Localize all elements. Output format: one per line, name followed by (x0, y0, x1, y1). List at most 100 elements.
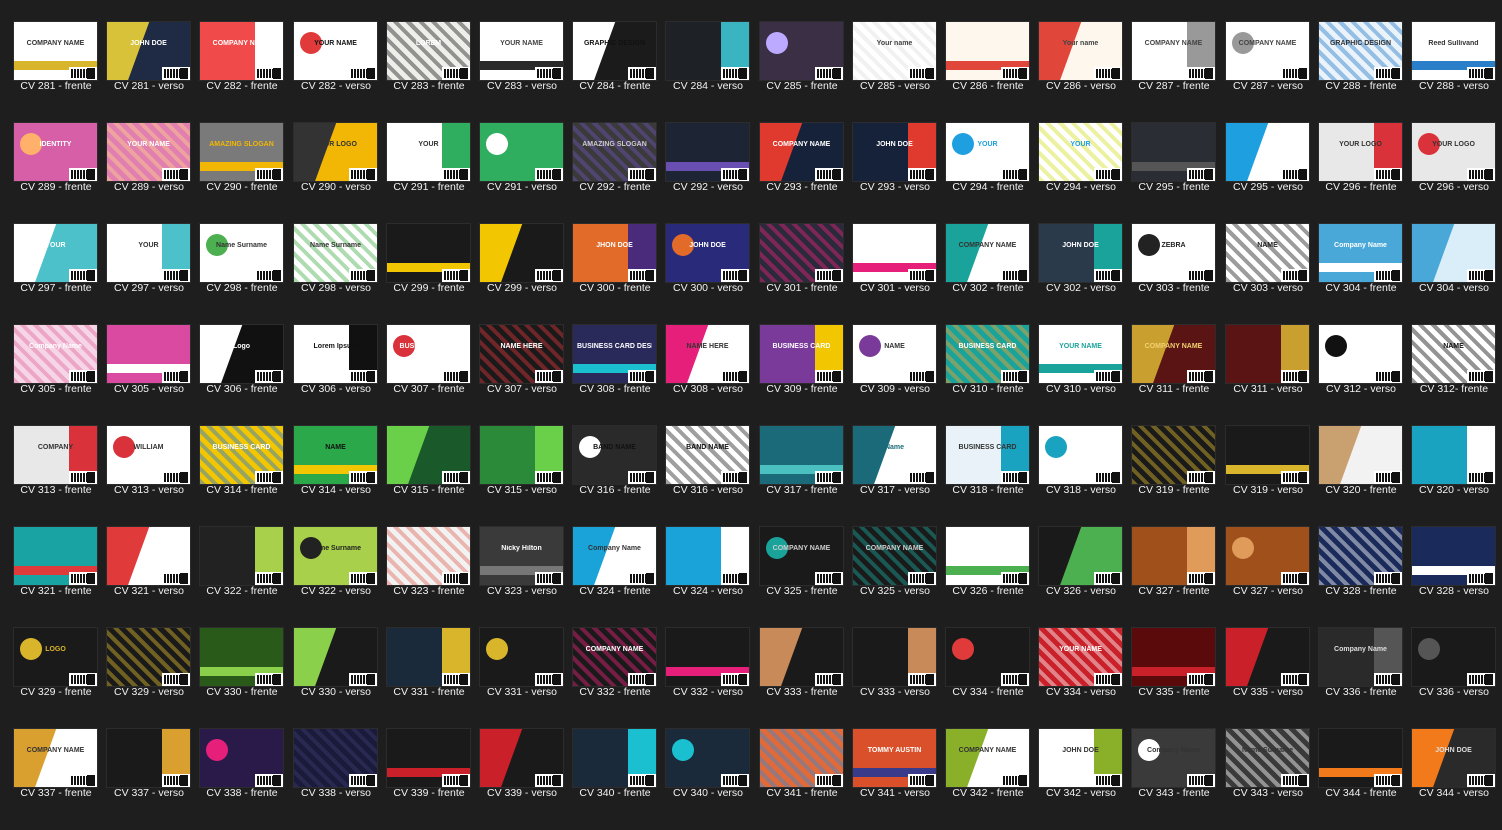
thumbnail-item[interactable]: Your name CV 286 - verso (1039, 22, 1132, 123)
thumbnail-item[interactable]: YOUR CV 291 - frente (387, 123, 480, 224)
thumbnail-item[interactable]: CV 341 - frente (760, 729, 853, 830)
thumbnail-item[interactable]: YOUR NAME CV 282 - verso (294, 22, 387, 123)
thumbnail-item[interactable]: CV 311 - verso (1226, 325, 1319, 426)
thumbnail-item[interactable]: LOGO CV 329 - frente (14, 628, 107, 729)
thumbnail-item[interactable]: CV 320 - verso (1412, 426, 1502, 527)
thumbnail-item[interactable]: CV 295 - frente (1132, 123, 1225, 224)
thumbnail-item[interactable]: CV 327 - verso (1226, 527, 1319, 628)
thumbnail-item[interactable]: Lorem Ipsum CV 306 - verso (294, 325, 387, 426)
thumbnail-item[interactable]: CV 330 - verso (294, 628, 387, 729)
thumbnail-item[interactable]: Name Surname CV 298 - frente (200, 224, 293, 325)
thumbnail-item[interactable]: COMPANY NAME CV 302 - frente (946, 224, 1039, 325)
thumbnail-item[interactable]: COMPANY NAME CV 293 - frente (760, 123, 853, 224)
thumbnail-item[interactable]: JHON DOE CV 300 - frente (573, 224, 666, 325)
thumbnail-item[interactable]: CV 332 - verso (666, 628, 759, 729)
thumbnail-item[interactable]: YOUR LOGO CV 290 - verso (294, 123, 387, 224)
thumbnail-item[interactable]: NAME CV 312- frente (1412, 325, 1502, 426)
thumbnail-item[interactable]: COMPANY NAME CV 342 - frente (946, 729, 1039, 830)
thumbnail-item[interactable]: YOUR LOGO CV 296 - frente (1319, 123, 1412, 224)
thumbnail-item[interactable]: CV 330 - frente (200, 628, 293, 729)
thumbnail-item[interactable]: NAME HERE CV 307 - verso (480, 325, 573, 426)
thumbnail-item[interactable]: JOHN DOE CV 293 - verso (853, 123, 946, 224)
thumbnail-item[interactable]: YOUR NAME CV 334 - verso (1039, 628, 1132, 729)
thumbnail-item[interactable]: CV 339 - frente (387, 729, 480, 830)
thumbnail-item[interactable]: CV 329 - verso (107, 628, 200, 729)
thumbnail-item[interactable]: TOMMY AUSTIN CV 341 - verso (853, 729, 946, 830)
thumbnail-item[interactable]: BUSINESS CARD CV 307 - frente (387, 325, 480, 426)
thumbnail-item[interactable]: COMPANY NAME CV 332 - frente (573, 628, 666, 729)
thumbnail-item[interactable]: CV 340 - frente (573, 729, 666, 830)
thumbnail-item[interactable]: YOUR CV 294 - frente (946, 123, 1039, 224)
thumbnail-item[interactable]: CV 340 - verso (666, 729, 759, 830)
thumbnail-item[interactable]: NAME CV 309 - verso (853, 325, 946, 426)
thumbnail-item[interactable]: CV 326 - frente (946, 527, 1039, 628)
thumbnail-item[interactable]: CV 331 - verso (480, 628, 573, 729)
thumbnail-item[interactable]: CV 285 - frente (760, 22, 853, 123)
thumbnail-item[interactable]: CV 299 - verso (480, 224, 573, 325)
thumbnail-item[interactable]: Company Name CV 304 - frente (1319, 224, 1412, 325)
thumbnail-item[interactable]: CV 323 - frente (387, 527, 480, 628)
thumbnail-item[interactable]: Name CV 317 - verso (853, 426, 946, 527)
thumbnail-item[interactable]: JOHN DOE CV 302 - verso (1039, 224, 1132, 325)
thumbnail-item[interactable]: CV 333 - frente (760, 628, 853, 729)
thumbnail-item[interactable]: CV 334 - frente (946, 628, 1039, 729)
thumbnail-item[interactable]: Nicky Hilton CV 323 - verso (480, 527, 573, 628)
thumbnail-item[interactable]: YOUR LOGO CV 296 - verso (1412, 123, 1502, 224)
thumbnail-item[interactable]: COMPANY NAME CV 287 - frente (1132, 22, 1225, 123)
thumbnail-item[interactable]: COMPANY CV 313 - frente (14, 426, 107, 527)
thumbnail-item[interactable]: COMPANY NAME CV 282 - frente (200, 22, 293, 123)
thumbnail-item[interactable]: CV 328 - verso (1412, 527, 1502, 628)
thumbnail-item[interactable]: CV 291 - verso (480, 123, 573, 224)
thumbnail-item[interactable]: CV 331 - frente (387, 628, 480, 729)
thumbnail-item[interactable]: CV 321 - verso (107, 527, 200, 628)
thumbnail-item[interactable]: CV 337 - verso (107, 729, 200, 830)
thumbnail-item[interactable]: CV 299 - frente (387, 224, 480, 325)
thumbnail-item[interactable]: BUSINESS CARD CV 314 - frente (200, 426, 293, 527)
thumbnail-item[interactable]: GRAPHIC DESIGN CV 284 - frente (573, 22, 666, 123)
thumbnail-item[interactable]: CV 292 - verso (666, 123, 759, 224)
thumbnail-item[interactable]: CV 304 - verso (1412, 224, 1502, 325)
thumbnail-item[interactable]: JOHN DOE CV 342 - verso (1039, 729, 1132, 830)
thumbnail-item[interactable]: COMPANY NAME CV 325 - frente (760, 527, 853, 628)
thumbnail-item[interactable]: CV 315 - frente (387, 426, 480, 527)
thumbnail-item[interactable]: CV 326 - verso (1039, 527, 1132, 628)
thumbnail-item[interactable]: COMPANY NAME CV 337 - frente (14, 729, 107, 830)
thumbnail-item[interactable]: AMAZING SLOGAN CV 292 - frente (573, 123, 666, 224)
thumbnail-item[interactable]: CV 319 - frente (1132, 426, 1225, 527)
thumbnail-item[interactable]: Name Surname CV 343 - verso (1226, 729, 1319, 830)
thumbnail-item[interactable]: Company Name CV 324 - frente (573, 527, 666, 628)
thumbnail-item[interactable]: BUSINESS CARD DESIGN CV 308 - frente (573, 325, 666, 426)
thumbnail-item[interactable]: CV 317 - frente (760, 426, 853, 527)
thumbnail-item[interactable]: COMPANY NAME CV 311 - frente (1132, 325, 1225, 426)
thumbnail-item[interactable]: CV 335 - frente (1132, 628, 1225, 729)
thumbnail-item[interactable]: CV 315 - verso (480, 426, 573, 527)
thumbnail-item[interactable]: Company Name CV 336 - frente (1319, 628, 1412, 729)
thumbnail-item[interactable]: JOHN DOE CV 344 - verso (1412, 729, 1502, 830)
thumbnail-item[interactable]: CV 322 - frente (200, 527, 293, 628)
thumbnail-item[interactable]: BUSINESS CARD CV 310 - frente (946, 325, 1039, 426)
thumbnail-item[interactable]: CV 312 - verso (1319, 325, 1412, 426)
thumbnail-item[interactable]: COMPANY NAME CV 325 - verso (853, 527, 946, 628)
thumbnail-item[interactable]: CV 321 - frente (14, 527, 107, 628)
thumbnail-item[interactable]: Your name CV 285 - verso (853, 22, 946, 123)
thumbnail-item[interactable]: NAME CV 303 - verso (1226, 224, 1319, 325)
thumbnail-item[interactable]: CV 333 - verso (853, 628, 946, 729)
thumbnail-item[interactable]: YOUR NAME CV 310 - verso (1039, 325, 1132, 426)
thumbnail-item[interactable]: WILLIAM CV 313 - verso (107, 426, 200, 527)
thumbnail-item[interactable]: IDENTITY CV 289 - frente (14, 123, 107, 224)
thumbnail-item[interactable]: CV 319 - verso (1226, 426, 1319, 527)
thumbnail-item[interactable]: YOUR CV 294 - verso (1039, 123, 1132, 224)
thumbnail-item[interactable]: LOREM CV 283 - frente (387, 22, 480, 123)
thumbnail-item[interactable]: YOUR CV 297 - frente (14, 224, 107, 325)
thumbnail-item[interactable]: Logo CV 306 - frente (200, 325, 293, 426)
thumbnail-item[interactable]: COMPANY NAME CV 287 - verso (1226, 22, 1319, 123)
thumbnail-item[interactable]: CV 295 - verso (1226, 123, 1319, 224)
thumbnail-item[interactable]: AMAZING SLOGAN CV 290 - frente (200, 123, 293, 224)
thumbnail-item[interactable]: JOHN DOE CV 300 - verso (666, 224, 759, 325)
thumbnail-item[interactable]: Company Name CV 343 - frente (1132, 729, 1225, 830)
thumbnail-item[interactable]: Company Name CV 305 - frente (14, 325, 107, 426)
thumbnail-item[interactable]: YOUR NAME CV 289 - verso (107, 123, 200, 224)
thumbnail-item[interactable]: JOHN DOE CV 281 - verso (107, 22, 200, 123)
thumbnail-item[interactable]: BUSINESS CARD CV 318 - frente (946, 426, 1039, 527)
thumbnail-item[interactable]: CV 324 - verso (666, 527, 759, 628)
